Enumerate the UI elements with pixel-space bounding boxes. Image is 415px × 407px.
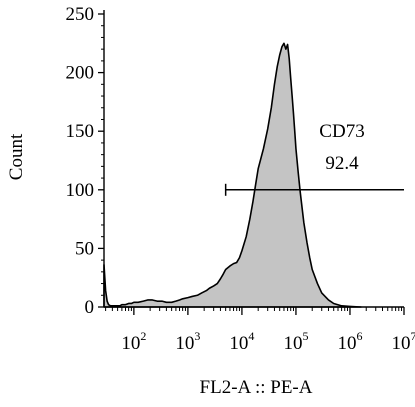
y-tick-label: 250 [66,4,95,25]
tick-labels: 0 50 100 150 200 250 102 103 104 105 106 107 [66,4,415,354]
axes [98,10,405,315]
gate-name-label: CD73 [319,121,364,142]
plot-area [103,42,362,308]
x-axis-title: FL2-A :: PE-A [200,377,313,398]
x-tick-label: 107 [392,329,415,354]
y-tick-label: 200 [66,63,95,84]
y-tick-label: 150 [66,121,95,142]
x-tick-label: 105 [283,329,308,354]
y-tick-label: 100 [66,180,95,201]
x-tick-label: 104 [229,329,254,354]
x-tick-label: 106 [337,329,362,354]
x-tick-label: 102 [121,329,146,354]
y-tick-label: 0 [85,297,95,318]
gate-value-label: 92.4 [325,153,359,174]
y-tick-label: 50 [75,238,94,259]
y-axis-title: Count [6,133,27,180]
gate-layer [224,183,404,196]
histogram-area-0 [103,42,362,308]
x-tick-label: 103 [175,329,200,354]
